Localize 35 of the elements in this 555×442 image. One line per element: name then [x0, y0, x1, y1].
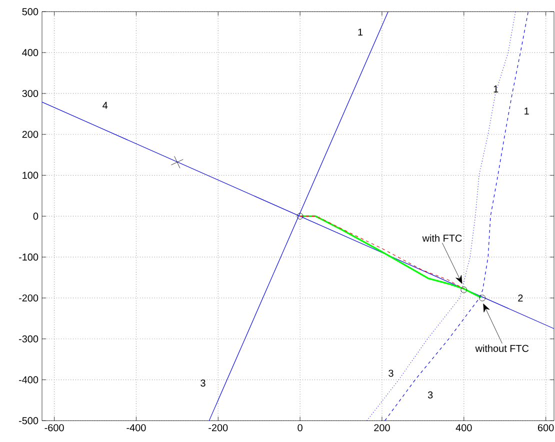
point [170, 156, 184, 168]
y-tick-label: -500 [18, 417, 38, 424]
point [296, 212, 304, 220]
point [479, 294, 486, 302]
y-tick-label: 100 [22, 172, 38, 179]
y-tick-label: 0 [33, 212, 38, 220]
annotation: 1 [494, 86, 498, 92]
point [460, 286, 468, 294]
annotation: 3 [388, 370, 394, 377]
x-tick-label: -600 [44, 424, 64, 432]
y-tick-label: 500 [22, 8, 38, 16]
y-tick-label: 400 [22, 49, 38, 56]
annotation: with FTC [422, 234, 462, 242]
x-tick-label: 0 [298, 424, 302, 432]
y-tick-label: -300 [18, 335, 38, 342]
y-tick-label: 300 [22, 90, 38, 98]
x-tick-label: 200 [374, 424, 390, 432]
line-series [384, 12, 528, 421]
x-tick-label: -200 [208, 424, 228, 432]
line-series [299, 215, 482, 298]
y-tick-label: -100 [18, 254, 38, 261]
x-tick-label: 600 [538, 424, 554, 432]
x-tick-label: -400 [126, 424, 146, 432]
y-tick-label: -400 [18, 376, 38, 384]
annotation: 2 [518, 294, 523, 302]
y-tick-label: 200 [22, 130, 38, 138]
annotation: 3 [428, 391, 433, 398]
annotation: 4 [102, 102, 108, 109]
annotation: 1 [524, 108, 529, 114]
y-tick-label: -200 [18, 294, 38, 302]
annotation: 1 [358, 28, 363, 36]
annotation: 3 [200, 380, 206, 387]
annotation: without FTC [475, 344, 529, 352]
line-series [300, 216, 464, 290]
x-tick-label: 400 [456, 424, 472, 432]
